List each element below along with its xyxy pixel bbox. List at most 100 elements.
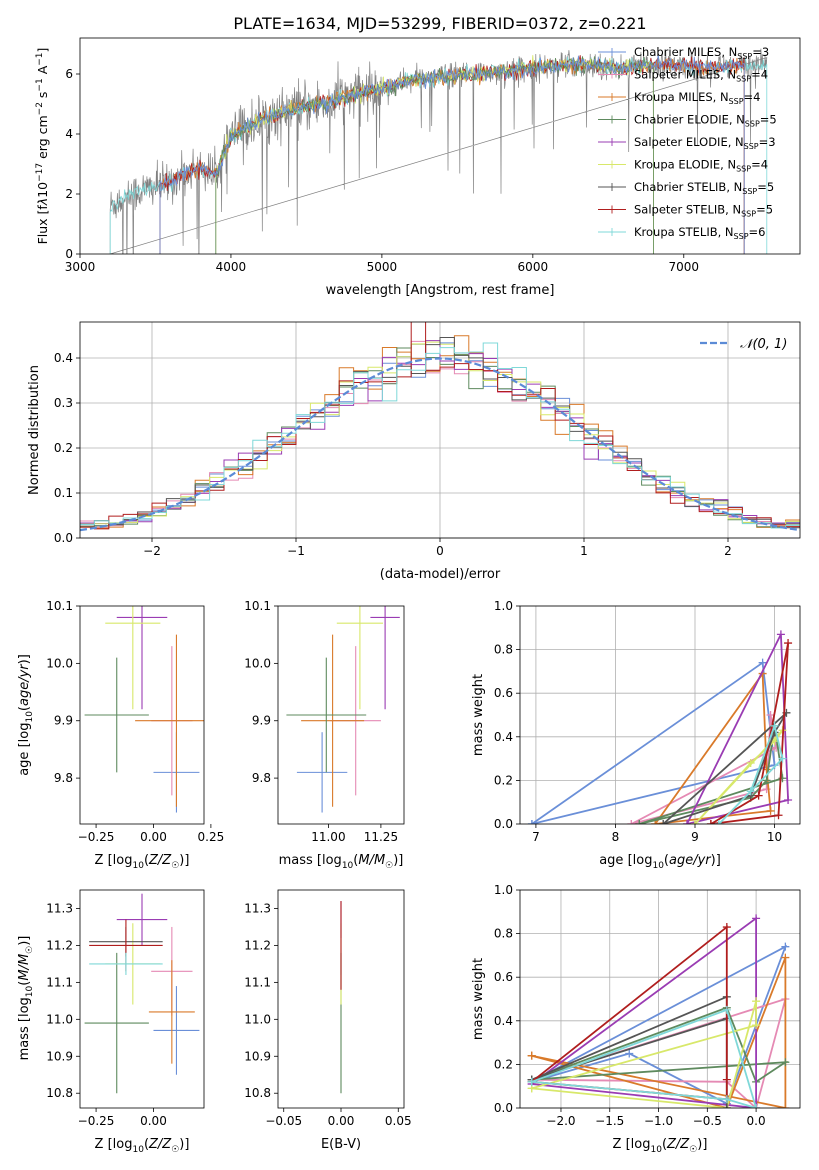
y-tick-label: 0.6	[494, 970, 513, 984]
x-tick-label: 1	[580, 544, 588, 558]
x-axis-label: wavelength [Angstrom, rest frame]	[326, 283, 555, 298]
weight-marker	[706, 820, 715, 824]
weight-marker	[722, 1075, 731, 1084]
y-tick-label: 1.0	[494, 883, 513, 897]
x-tick-label: −1.5	[595, 1114, 624, 1128]
legend-label: Kroupa STELIB, NSSP=6	[634, 225, 765, 241]
weight-marker	[527, 820, 536, 824]
x-tick-label: 0.00	[328, 1114, 355, 1128]
y-tick-label: 9.9	[252, 714, 271, 728]
weight-marker	[651, 820, 660, 824]
x-tick-label: 5000	[367, 260, 398, 274]
axes-frame	[79, 605, 205, 825]
x-axis-label: age [log10(age/yr)]	[599, 853, 721, 871]
axes-frame	[79, 321, 801, 539]
weight-marker	[758, 658, 767, 667]
y-tick-label: 0.4	[494, 730, 513, 744]
x-axis-label: Z [log10(Z/Z☉)]	[613, 1137, 708, 1155]
y-axis-label: Normed distribution	[27, 365, 42, 495]
weight-marker	[635, 820, 644, 824]
weight-marker	[691, 820, 699, 824]
weight-marker	[781, 1058, 790, 1067]
axes-mass_vs_Z: −0.25 0.00 10.8 10.9 11.0 11.1 11.2 11.3	[46, 901, 167, 1128]
x-axis-label: E(B-V)	[321, 1137, 361, 1152]
axes-spectrum: 3000 4000 5000 6000 7000 0 2 4 6	[65, 67, 699, 274]
weight-marker	[784, 639, 793, 648]
y-tick-label: 11.2	[244, 938, 271, 952]
legend-label: Salpeter MILES, NSSP=4	[634, 68, 768, 84]
y-tick-label: 11.1	[244, 975, 271, 989]
legend-label: Chabrier STELIB, NSSP=5	[634, 180, 774, 196]
x-tick-label: 7	[532, 830, 540, 844]
weight-series-line	[531, 995, 728, 1108]
x-tick-label: 3000	[65, 260, 96, 274]
weight-marker	[754, 791, 763, 800]
x-tick-label: 11.25	[364, 830, 398, 844]
weight-marker	[752, 914, 761, 923]
y-tick-label: 9.8	[252, 771, 271, 785]
x-tick-label: 0.00	[140, 1114, 167, 1128]
weight-marker	[722, 923, 731, 932]
x-tick-label: 7000	[669, 260, 700, 274]
x-tick-label: 8	[612, 830, 620, 844]
y-tick-label: 10.8	[46, 1086, 73, 1100]
weight-marker	[752, 1104, 761, 1108]
y-axis-label: Flux [fλ10−17 erg cm−2 s−1 A−1]	[35, 48, 50, 245]
axes-age_vs_mass: 11.00 11.25 9.8 9.9 10.0 10.1	[244, 599, 398, 844]
axes-frame	[277, 605, 405, 825]
weight-marker	[627, 820, 636, 824]
y-tick-label: 10.8	[244, 1086, 271, 1100]
weight-marker	[784, 796, 793, 805]
axes-frame	[519, 889, 801, 1109]
axes-frame	[519, 605, 801, 825]
y-tick-label: 10.1	[244, 599, 271, 613]
y-tick-label: 11.1	[46, 975, 73, 989]
weight-marker	[527, 1077, 536, 1086]
x-tick-label: −2.0	[546, 1114, 575, 1128]
y-axis-label: mass [log10(M/M☉)]	[17, 936, 35, 1061]
y-tick-label: 4	[65, 127, 73, 141]
y-axis-label: age [log10(age/yr)]	[17, 654, 35, 776]
y-tick-label: 0.8	[494, 643, 513, 657]
x-tick-label: 0.05	[385, 1114, 412, 1128]
gaussian-curve	[79, 357, 801, 532]
figure-title: PLATE=1634, MJD=53299, FIBERID=0372, z=0…	[233, 14, 646, 33]
x-tick-label: 2	[724, 544, 732, 558]
y-tick-label: 10.9	[244, 1049, 271, 1063]
y-tick-label: 0.0	[54, 531, 73, 545]
x-tick-label: 0.0	[747, 1114, 766, 1128]
weight-marker	[762, 776, 771, 785]
weight-marker	[722, 1095, 731, 1104]
spectrum-model-line	[159, 53, 745, 254]
y-tick-label: 9.8	[54, 771, 73, 785]
x-tick-label: −0.25	[78, 1114, 115, 1128]
x-tick-label: −1.0	[644, 1114, 673, 1128]
x-tick-label: 0.00	[140, 830, 167, 844]
weight-marker	[766, 806, 775, 815]
weight-marker	[714, 820, 723, 824]
x-tick-label: 6000	[518, 260, 549, 274]
weight-marker	[772, 743, 781, 752]
weight-marker	[781, 953, 790, 962]
axes-frame	[79, 889, 205, 1109]
y-tick-label: 10.0	[46, 656, 73, 670]
x-axis-label: Z [log10(Z/Z☉)]	[95, 853, 190, 871]
legend-label: 𝒩(0, 1)	[740, 337, 787, 352]
histogram-step	[80, 322, 800, 530]
histogram-step	[80, 342, 800, 529]
x-axis-label: Z [log10(Z/Z☉)]	[95, 1137, 190, 1155]
weight-marker	[746, 787, 755, 796]
weight-marker	[781, 1104, 790, 1108]
legend-label: Chabrier MILES, NSSP=3	[634, 45, 769, 61]
axes-age_vs_Z: −0.25 0.00 0.25 9.8 9.9 10.0 10.1	[46, 599, 224, 844]
axes-frame	[277, 889, 405, 1109]
weight-series-line	[531, 1008, 758, 1108]
x-axis-label: mass [log10(M/M☉)]	[279, 853, 404, 871]
x-tick-label: −1	[287, 544, 305, 558]
x-tick-label: −0.5	[693, 1114, 722, 1128]
y-tick-label: 0.3	[54, 396, 73, 410]
legend-label: Kroupa MILES, NSSP=4	[634, 90, 760, 106]
axes-mass_vs_ebv: −0.05 0.00 0.05 10.8 10.9 11.0 11.1 11.2 11.3	[244, 901, 411, 1128]
y-tick-label: 0.8	[494, 927, 513, 941]
weight-series-line	[531, 661, 776, 824]
